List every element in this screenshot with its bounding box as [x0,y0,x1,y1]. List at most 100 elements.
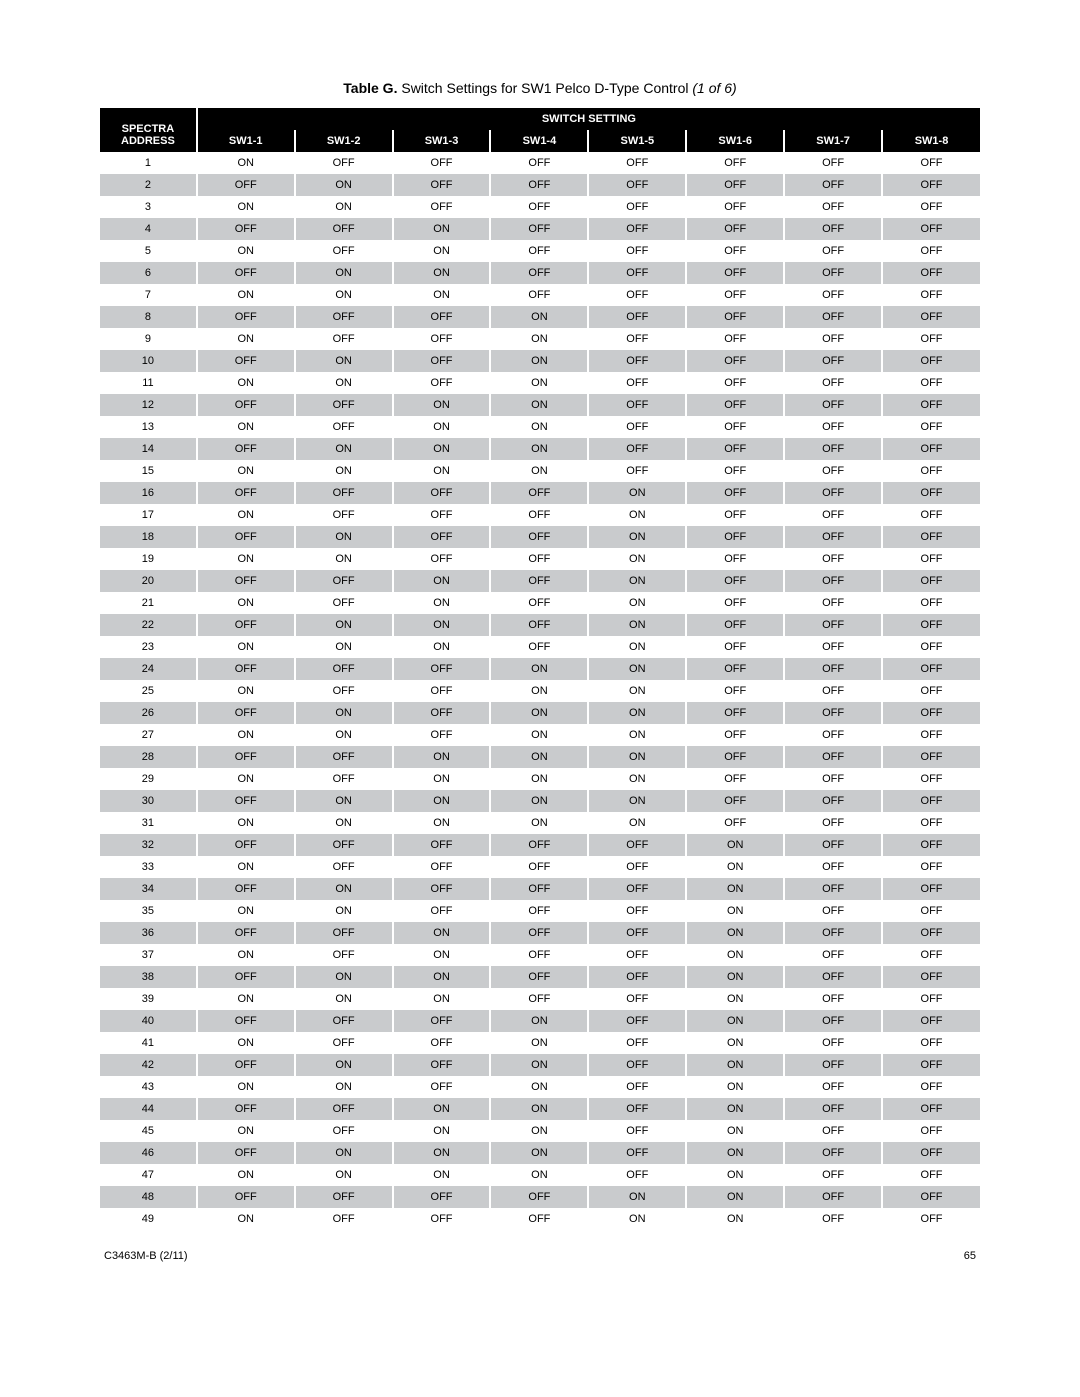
cell-sw1: OFF [197,482,295,504]
cell-sw3: ON [393,1098,491,1120]
table-row: 24OFFOFFOFFONONOFFOFFOFF [100,658,980,680]
cell-address: 7 [100,284,197,306]
cell-sw8: OFF [882,746,980,768]
cell-sw1: OFF [197,966,295,988]
cell-sw6: ON [686,1186,784,1208]
cell-sw7: OFF [784,790,882,812]
cell-sw4: OFF [490,548,588,570]
cell-sw2: ON [295,1076,393,1098]
table-header: SPECTRA ADDRESS SWITCH SETTING SW1-1SW1-… [100,108,980,152]
cell-address: 9 [100,328,197,350]
cell-sw3: ON [393,812,491,834]
cell-address: 27 [100,724,197,746]
cell-sw5: ON [588,790,686,812]
cell-sw6: OFF [686,416,784,438]
cell-sw4: OFF [490,284,588,306]
cell-sw4: OFF [490,900,588,922]
cell-sw5: OFF [588,174,686,196]
cell-sw1: OFF [197,1054,295,1076]
cell-sw2: ON [295,174,393,196]
cell-sw4: ON [490,658,588,680]
cell-sw7: OFF [784,724,882,746]
table-row: 6OFFONONOFFOFFOFFOFFOFF [100,262,980,284]
cell-sw1: ON [197,944,295,966]
cell-address: 11 [100,372,197,394]
table-row: 13ONOFFONONOFFOFFOFFOFF [100,416,980,438]
cell-sw2: OFF [295,1208,393,1230]
cell-sw8: OFF [882,1076,980,1098]
table-row: 30OFFONONONONOFFOFFOFF [100,790,980,812]
header-address-line2: ADDRESS [104,135,192,147]
cell-address: 30 [100,790,197,812]
cell-sw4: ON [490,1076,588,1098]
cell-sw2: ON [295,702,393,724]
cell-address: 25 [100,680,197,702]
table-row: 48OFFOFFOFFOFFONONOFFOFF [100,1186,980,1208]
cell-sw5: ON [588,482,686,504]
cell-sw3: OFF [393,1076,491,1098]
table-row: 14OFFONONONOFFOFFOFFOFF [100,438,980,460]
cell-sw5: OFF [588,966,686,988]
cell-sw6: OFF [686,394,784,416]
cell-sw7: OFF [784,614,882,636]
cell-sw2: OFF [295,1010,393,1032]
cell-sw3: ON [393,416,491,438]
table-row: 49ONOFFOFFOFFONONOFFOFF [100,1208,980,1230]
cell-sw7: OFF [784,878,882,900]
cell-sw5: ON [588,636,686,658]
cell-sw8: OFF [882,768,980,790]
table-row: 33ONOFFOFFOFFOFFONOFFOFF [100,856,980,878]
footer-left: C3463M-B (2/11) [104,1250,188,1262]
cell-sw7: OFF [784,152,882,174]
cell-sw7: OFF [784,768,882,790]
cell-address: 13 [100,416,197,438]
cell-sw2: OFF [295,306,393,328]
cell-sw5: OFF [588,1054,686,1076]
cell-sw2: ON [295,1164,393,1186]
cell-address: 46 [100,1142,197,1164]
cell-sw8: OFF [882,966,980,988]
cell-sw3: OFF [393,1186,491,1208]
cell-sw3: ON [393,1142,491,1164]
cell-sw4: OFF [490,966,588,988]
table-row: 16OFFOFFOFFOFFONOFFOFFOFF [100,482,980,504]
cell-sw8: OFF [882,724,980,746]
cell-sw6: OFF [686,614,784,636]
cell-sw5: ON [588,812,686,834]
cell-sw3: OFF [393,834,491,856]
cell-address: 40 [100,1010,197,1032]
cell-sw4: OFF [490,988,588,1010]
cell-sw1: ON [197,152,295,174]
cell-address: 29 [100,768,197,790]
cell-sw3: ON [393,988,491,1010]
cell-address: 48 [100,1186,197,1208]
cell-sw2: OFF [295,768,393,790]
table-row: 38OFFONONOFFOFFONOFFOFF [100,966,980,988]
table-row: 1ONOFFOFFOFFOFFOFFOFFOFF [100,152,980,174]
cell-sw3: OFF [393,548,491,570]
table-row: 9ONOFFOFFONOFFOFFOFFOFF [100,328,980,350]
cell-sw5: OFF [588,1098,686,1120]
cell-sw7: OFF [784,262,882,284]
cell-sw6: OFF [686,372,784,394]
cell-sw1: ON [197,812,295,834]
cell-sw1: OFF [197,174,295,196]
cell-sw7: OFF [784,504,882,526]
cell-sw6: OFF [686,636,784,658]
cell-address: 42 [100,1054,197,1076]
cell-sw1: OFF [197,218,295,240]
cell-sw3: ON [393,284,491,306]
cell-sw7: OFF [784,350,882,372]
cell-sw2: OFF [295,746,393,768]
cell-sw5: ON [588,1186,686,1208]
cell-sw1: ON [197,856,295,878]
cell-sw1: OFF [197,878,295,900]
table-row: 43ONONOFFONOFFONOFFOFF [100,1076,980,1098]
cell-sw4: OFF [490,526,588,548]
cell-sw7: OFF [784,746,882,768]
cell-address: 33 [100,856,197,878]
page-footer: C3463M-B (2/11) 65 [100,1250,980,1262]
cell-sw2: OFF [295,504,393,526]
cell-sw5: OFF [588,306,686,328]
cell-sw6: OFF [686,240,784,262]
